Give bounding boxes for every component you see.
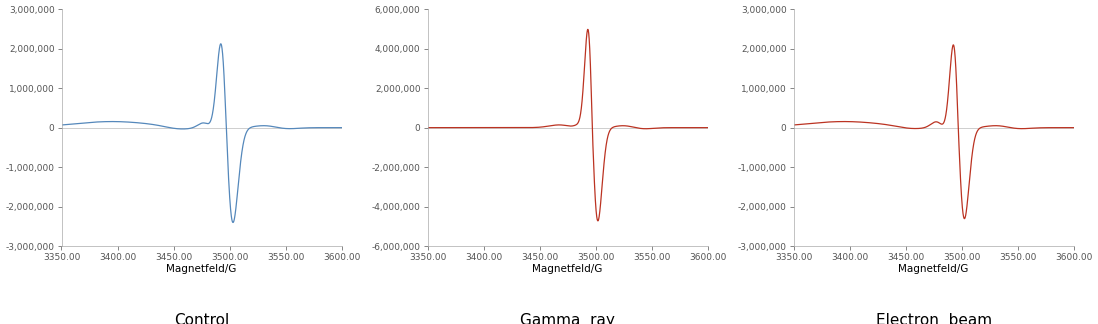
Text: Electron  beam: Electron beam <box>875 313 991 324</box>
X-axis label: Magnetfeld/G: Magnetfeld/G <box>167 263 237 273</box>
Text: Control: Control <box>173 313 229 324</box>
Text: Gamma  ray: Gamma ray <box>520 313 615 324</box>
X-axis label: Magnetfeld/G: Magnetfeld/G <box>533 263 603 273</box>
X-axis label: Magnetfeld/G: Magnetfeld/G <box>898 263 968 273</box>
